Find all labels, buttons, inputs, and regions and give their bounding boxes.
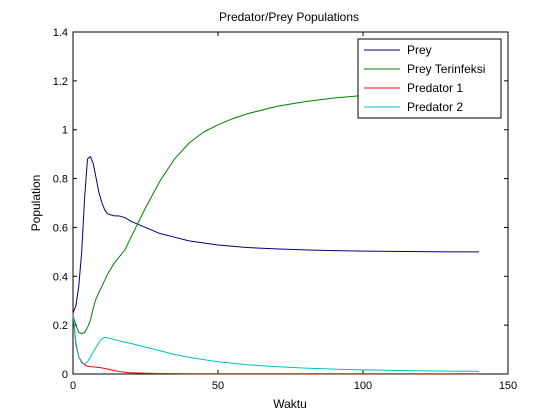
- legend-label: Prey: [407, 43, 432, 57]
- x-tick-label: 150: [499, 380, 517, 392]
- y-tick-label: 0.6: [53, 222, 68, 234]
- y-tick-label: 1: [62, 125, 68, 137]
- legend-label: Prey Terinfeksi: [407, 62, 485, 76]
- x-tick-label: 50: [212, 380, 224, 392]
- axis-ticks: 0 50 100 150 0 0.2 0.4 0.6 0.8 1 1.2 1.4: [53, 27, 517, 392]
- legend-label: Predator 1: [407, 81, 463, 95]
- y-tick-label: 0: [62, 369, 68, 381]
- x-tick-label: 0: [70, 380, 76, 392]
- legend-label: Predator 2: [407, 100, 463, 114]
- y-tick-label: 0.8: [53, 174, 68, 186]
- legend-box: [357, 38, 502, 119]
- x-tick-label: 100: [354, 380, 372, 392]
- series-line-4: [72, 315, 480, 372]
- series-lines: [72, 90, 480, 375]
- y-tick-label: 1.2: [53, 76, 68, 88]
- y-tick-label: 0.2: [53, 320, 68, 332]
- series-line-1: [72, 155, 479, 314]
- y-tick-label: 1.4: [53, 27, 68, 39]
- x-axis-label: Waktu: [273, 397, 307, 411]
- y-tick-label: 0.4: [53, 271, 68, 283]
- series-line-2: [72, 90, 480, 335]
- legend: Prey Prey Terinfeksi Predator 1 Predator 2: [357, 38, 502, 119]
- chart-title: Predator/Prey Populations: [219, 10, 359, 24]
- y-axis-label: Population: [29, 175, 43, 232]
